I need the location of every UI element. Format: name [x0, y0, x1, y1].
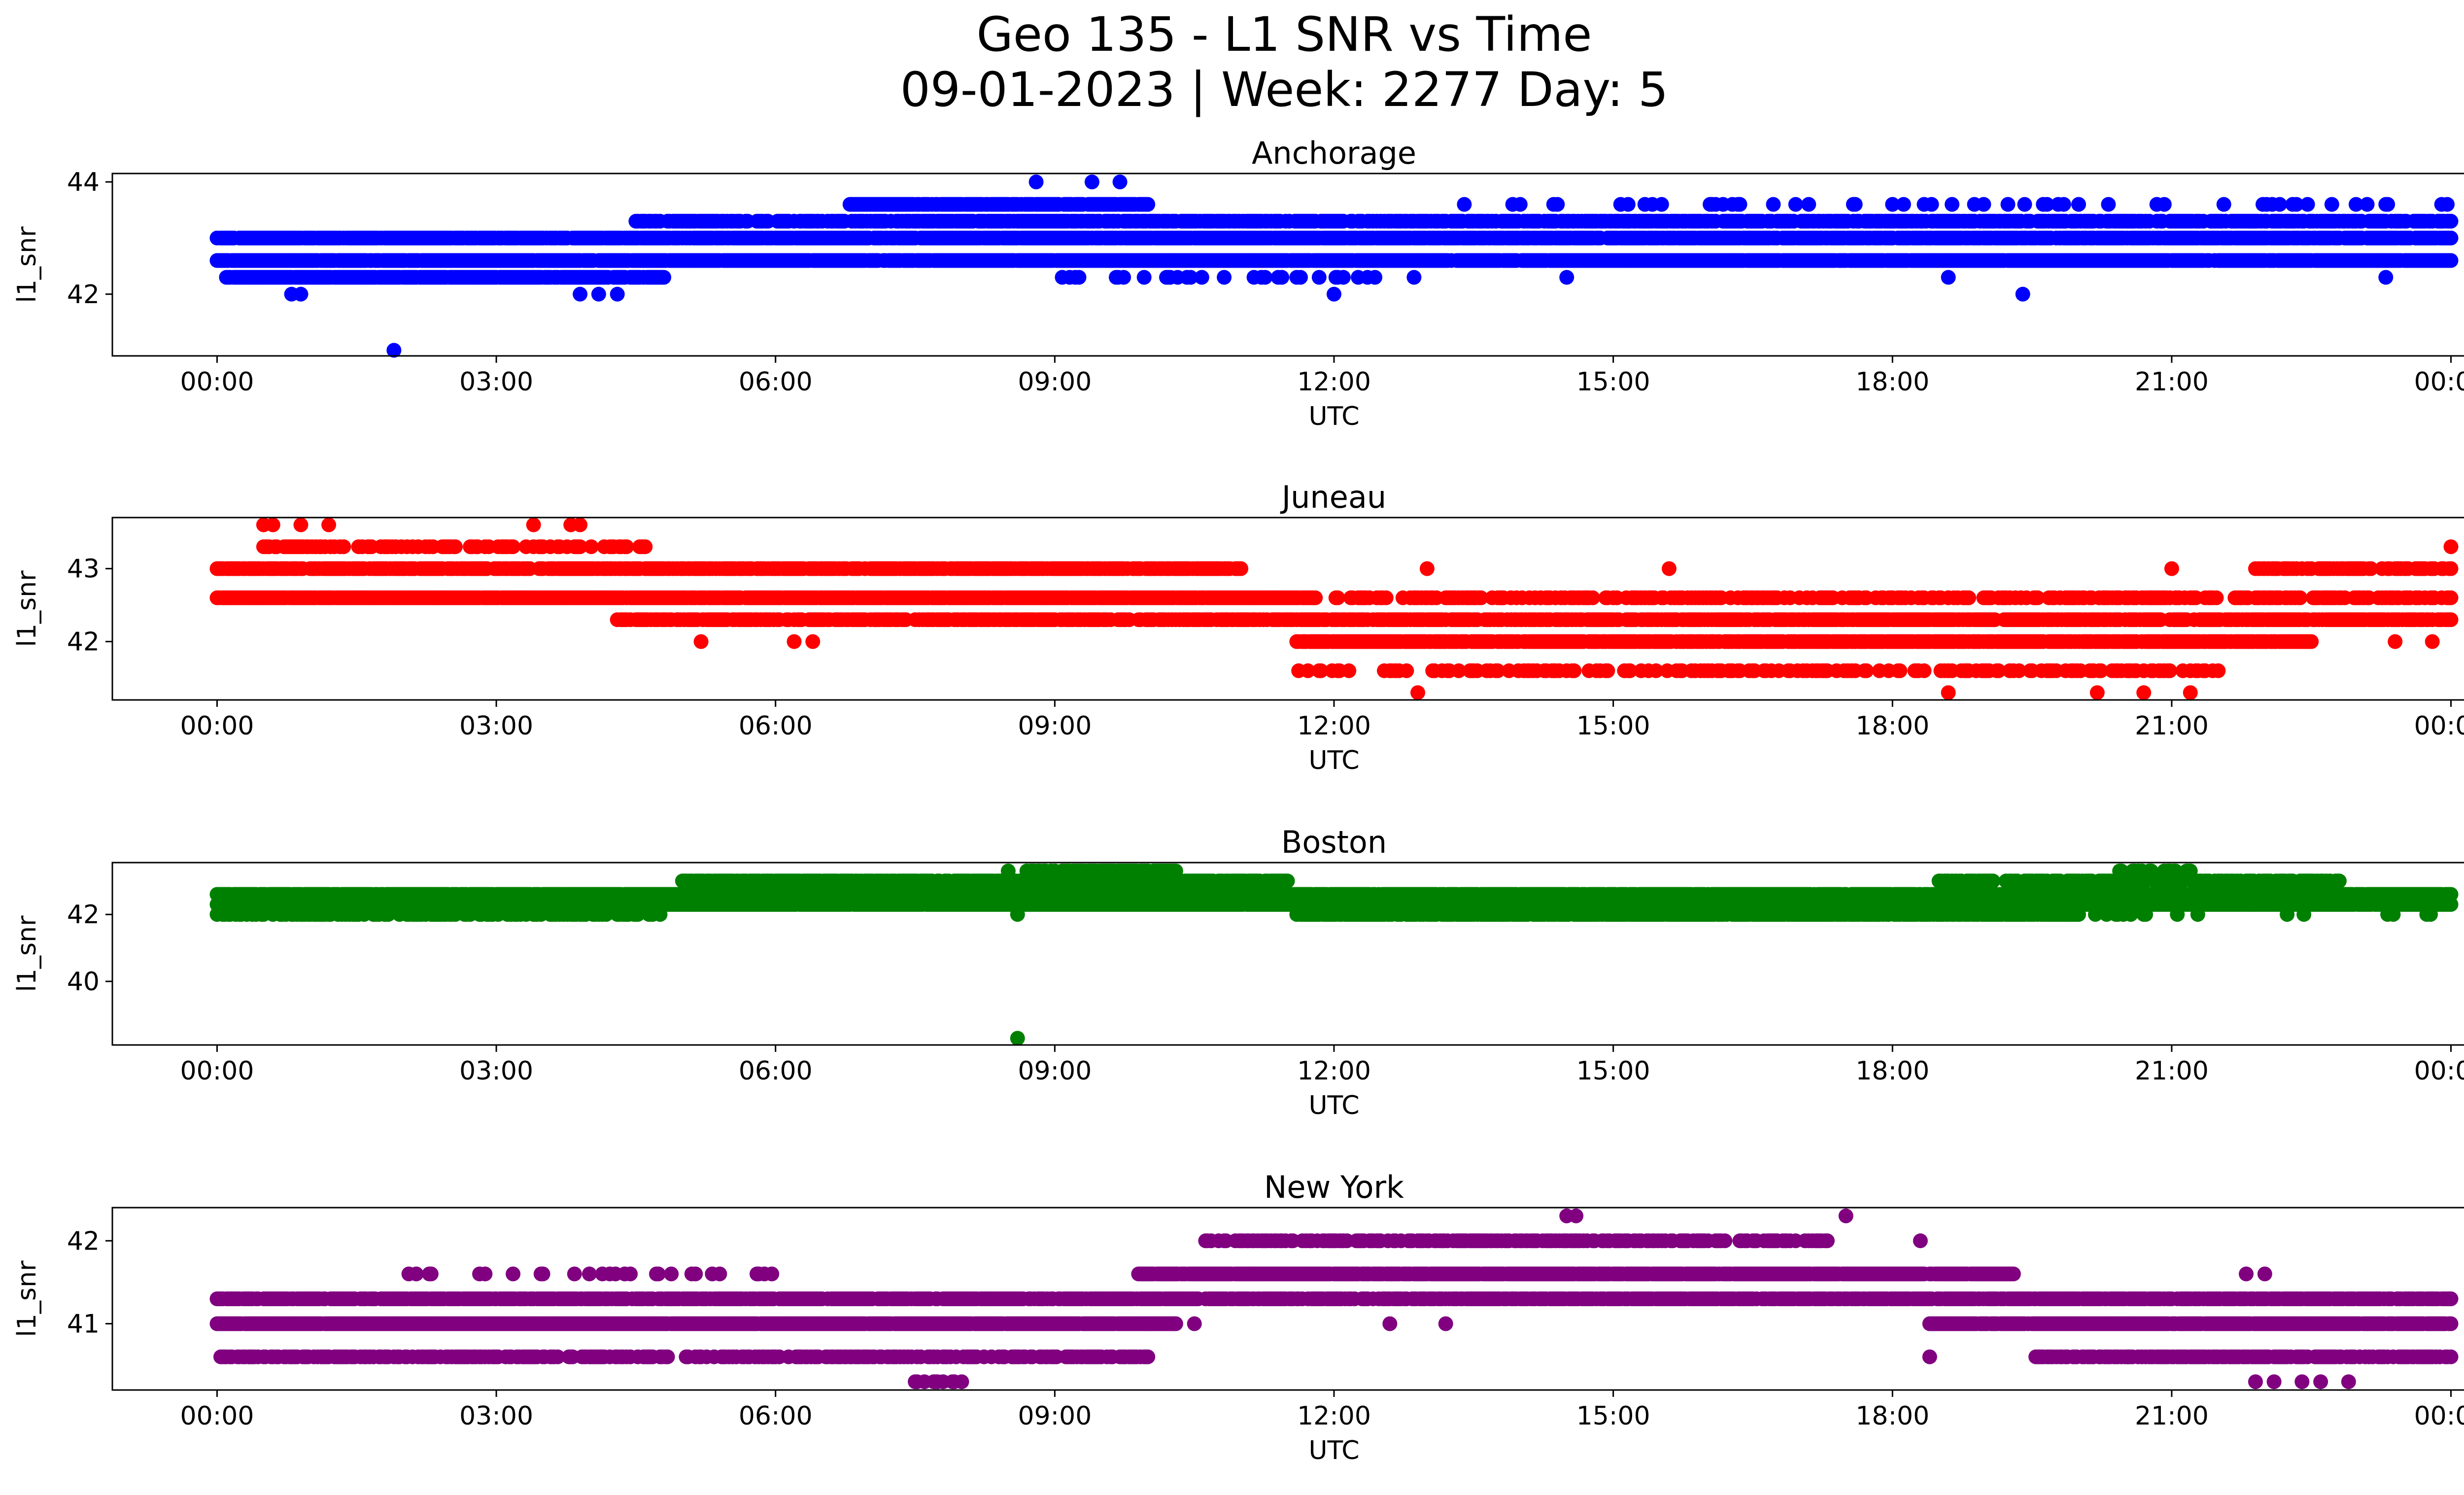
data-point [583, 539, 599, 555]
x-tick-label: 18:00 [1855, 367, 1929, 397]
data-point [1654, 197, 1669, 212]
data-point [2300, 197, 2315, 212]
data-point [1258, 270, 1273, 285]
data-point [2324, 197, 2339, 212]
data-point [1976, 197, 1991, 212]
data-point [506, 539, 521, 555]
data-point [336, 539, 351, 555]
data-point [2380, 197, 2396, 212]
data-point [2272, 197, 2287, 212]
x-tick-label: 00:00 [180, 367, 254, 397]
data-point [1457, 197, 1472, 212]
data-point [619, 539, 634, 555]
data-point [1071, 270, 1087, 285]
data-point [1028, 174, 1044, 190]
data-point [1512, 197, 1528, 212]
data-point [1084, 174, 1099, 190]
x-axis-label: UTC [1308, 402, 1359, 431]
data-point [1112, 174, 1128, 190]
data-point [1327, 286, 1341, 302]
data-point [1801, 197, 1816, 212]
data-point [1924, 197, 1939, 212]
data-point [1136, 270, 1152, 285]
data-point [1233, 561, 1249, 576]
data-point [573, 286, 588, 302]
data-point [1945, 197, 1960, 212]
y-tick-label: 44 [67, 168, 100, 197]
data-point [2443, 213, 2459, 229]
y-tick-label: 42 [67, 280, 100, 310]
data-point [1140, 197, 1156, 212]
data-point [656, 270, 672, 285]
data-point [1848, 197, 1863, 212]
data-point [1559, 270, 1574, 285]
data-point [591, 286, 606, 302]
figure-title-line2: 09-01-2023 | Week: 2277 Day: 5 [900, 62, 1669, 118]
subplot-title: Anchorage [1252, 135, 1416, 171]
data-point [2216, 197, 2231, 212]
data-point [2440, 197, 2455, 212]
data-point [1194, 270, 1209, 285]
data-point [1620, 197, 1636, 212]
data-point [1732, 197, 1747, 212]
data-point [1293, 270, 1308, 285]
data-point [1896, 197, 1911, 212]
data-point [1766, 197, 1781, 212]
data-point [1406, 270, 1422, 285]
data-point [1274, 270, 1290, 285]
y-axis-label: l1_snr [12, 226, 42, 303]
data-point [638, 539, 653, 555]
data-point [2378, 270, 2394, 285]
x-tick-label: 15:00 [1576, 367, 1650, 397]
data-point [1368, 270, 1383, 285]
data-point [2071, 197, 2086, 212]
data-point [2017, 197, 2032, 212]
data-point [1941, 270, 1956, 285]
data-point [2360, 197, 2375, 212]
x-tick-label: 00:00 [2414, 367, 2464, 397]
data-point [2000, 197, 2016, 212]
data-point [1550, 197, 1565, 212]
data-point [1311, 270, 1327, 285]
x-tick-label: 21:00 [2135, 367, 2209, 397]
subplot-title: Juneau [1280, 479, 1386, 515]
x-tick-label: 09:00 [1018, 367, 1092, 397]
data-point [1308, 590, 1323, 605]
data-point [610, 286, 625, 302]
data-point [1217, 270, 1232, 285]
data-point [2443, 230, 2459, 245]
data-point [1788, 197, 1803, 212]
data-point [2015, 286, 2030, 302]
x-tick-label: 03:00 [459, 367, 533, 397]
subplots: Anchorage 00:00 03:00 06:00 09:00 12:00 15:00 1… [12, 135, 2464, 1465]
x-tick-label: 12:00 [1297, 367, 1371, 397]
data-points [209, 174, 2459, 358]
data-point [1335, 270, 1351, 285]
subplot-anchorage: Anchorage 00:00 03:00 06:00 09:00 12:00 15:00 1… [12, 135, 2464, 431]
data-point [2056, 197, 2071, 212]
data-point [2443, 253, 2459, 268]
data-point [293, 286, 308, 302]
data-point [2156, 197, 2172, 212]
figure-title-line1: Geo 135 - L1 SNR vs Time [977, 7, 1592, 62]
x-tick-label: 06:00 [739, 367, 813, 397]
data-point [2101, 197, 2116, 212]
data-point [1116, 270, 1131, 285]
data-point [448, 539, 463, 555]
